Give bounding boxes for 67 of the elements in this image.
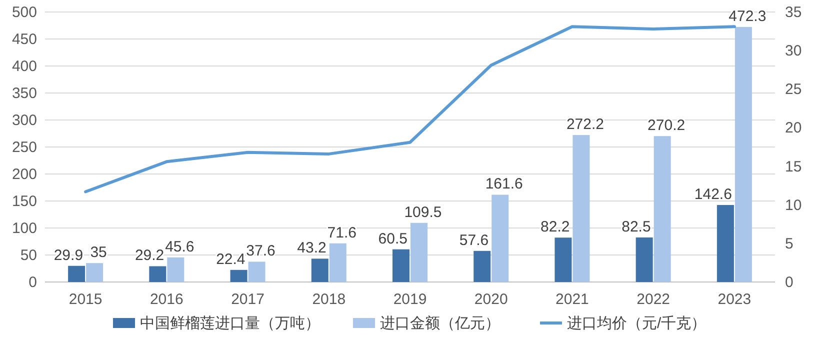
x-tick-label: 2016: [150, 291, 184, 308]
y2-tick-label: 15: [785, 158, 802, 176]
data-label: 22.4: [216, 250, 246, 268]
data-label: 37.6: [246, 242, 276, 260]
y2-tick-label: 10: [785, 196, 802, 214]
y-tick-label: 300: [12, 112, 37, 129]
y-tick-label: 150: [12, 193, 37, 210]
legend-label: 进口金额（亿元）: [380, 315, 500, 332]
x-tick-label: 2022: [636, 291, 670, 308]
bar: [492, 194, 509, 282]
bar: [636, 237, 653, 282]
bar: [68, 266, 86, 282]
x-tick-label: 2021: [556, 291, 589, 308]
bar: [248, 262, 266, 282]
bar: [572, 135, 590, 282]
y-tick-label: 400: [12, 58, 37, 75]
y2-tick-label: 25: [785, 81, 802, 98]
bar: [311, 258, 328, 282]
data-label: 43.2: [297, 240, 326, 257]
bar: [167, 257, 184, 282]
y-tick-label: 0: [28, 274, 37, 291]
data-label: 45.6: [165, 238, 194, 256]
bar: [734, 26, 752, 282]
bar: [654, 136, 671, 282]
y2-tick-label: 20: [785, 120, 802, 137]
bar: [86, 263, 104, 282]
data-label: 60.5: [378, 230, 408, 248]
data-label: 57.6: [459, 232, 489, 249]
bar: [230, 270, 248, 282]
y-tick-label: 250: [12, 139, 37, 156]
x-tick-label: 2018: [312, 291, 346, 308]
x-tick-label: 2017: [231, 291, 264, 308]
y-tick-label: 200: [12, 166, 37, 183]
data-label: 161.6: [485, 176, 523, 193]
legend-label: 进口均价（元/千克）: [567, 315, 706, 332]
y2-tick-label: 30: [785, 42, 802, 60]
y2-tick-label: 5: [785, 235, 794, 252]
data-label: 29.2: [134, 247, 164, 264]
x-tick-label: 2020: [474, 291, 508, 308]
y-tick-label: 500: [12, 4, 37, 21]
y-tick-label: 450: [12, 31, 37, 48]
x-tick-label: 2019: [393, 291, 427, 308]
y-tick-label: 50: [20, 247, 37, 264]
data-label: 270.2: [648, 117, 686, 134]
data-label: 472.3: [728, 8, 766, 25]
data-label: 272.2: [566, 116, 604, 134]
data-label: 82.5: [622, 218, 651, 236]
data-label: 109.5: [404, 204, 442, 221]
bar: [474, 250, 491, 282]
x-tick-label: 2023: [718, 291, 752, 308]
bar: [410, 222, 428, 282]
y-tick-label: 100: [12, 220, 37, 237]
x-tick-label: 2015: [68, 291, 102, 308]
data-label: 29.9: [54, 246, 84, 264]
data-label: 142.6: [694, 186, 732, 203]
bar: [554, 238, 572, 282]
bar: [716, 204, 734, 282]
bar: [392, 249, 410, 282]
y2-tick-label: 0: [785, 274, 794, 291]
bar: [329, 243, 346, 282]
bar: [149, 266, 166, 282]
y2-tick-label: 35: [785, 4, 802, 21]
y-tick-label: 350: [12, 85, 37, 102]
legend-label: 中国鲜榴莲进口量（万吨）: [140, 315, 320, 332]
data-label: 71.6: [327, 224, 356, 242]
data-label: 82.2: [540, 218, 570, 236]
data-label: 35: [90, 244, 107, 262]
